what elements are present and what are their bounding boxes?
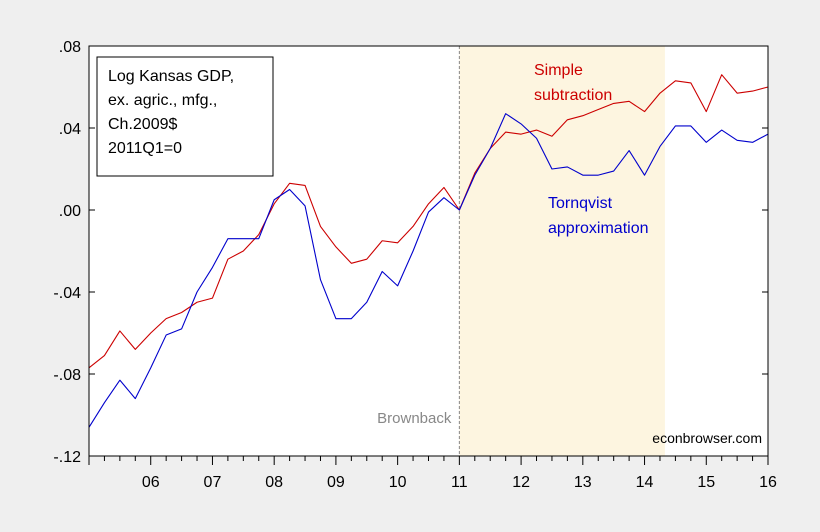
x-tick-label: 06 [142,474,160,491]
x-tick-label: 16 [759,474,777,491]
x-tick-label: 07 [204,474,222,491]
y-tick-label: .00 [59,203,81,220]
series-label-tornqvist-approximation: Tornqvist [548,195,613,212]
series-label-tornqvist-approximation: approximation [548,220,649,237]
x-tick-label: 13 [574,474,592,491]
x-tick-label: 15 [697,474,715,491]
legend-box-line: ex. agric., mfg., [108,92,217,109]
legend-box-line: 2011Q1=0 [108,140,182,157]
x-tick-label: 14 [636,474,654,491]
x-tick-label: 08 [265,474,283,491]
legend-box-line: Ch.2009$ [108,116,177,133]
shaded-period-layer [459,46,665,456]
x-axis: 06 07 08 09 10 11 12 13 14 15 16 [88,456,777,491]
y-tick-label: -.12 [53,449,81,466]
series-line-simple-subtraction [88,74,769,369]
series-label-simple-subtraction: subtraction [534,87,612,104]
series-line-tornqvist-approximation [88,113,769,428]
y-tick-label: -.08 [53,367,81,384]
y-axis: .08 .04 .00 -.04 -.08 -.12 [53,39,768,466]
watermark: econbrowser.com [652,430,762,446]
shaded-period [459,46,665,456]
annotation-layer: Log Kansas GDP, ex. agric., mfg., Ch.2009$… [96,56,762,446]
y-tick-label: .04 [59,121,81,138]
y-tick-label: .08 [59,39,81,56]
y-tick-label: -.04 [53,285,81,302]
x-tick-label: 10 [389,474,407,491]
series-layer [88,74,769,428]
event-label-brownback: Brownback [377,410,452,427]
x-tick-label: 09 [327,474,345,491]
legend-box-line: Log Kansas GDP, [108,68,234,85]
legend-box [96,56,274,177]
x-tick-label: 12 [512,474,530,491]
x-tick-label: 11 [451,474,468,491]
series-label-simple-subtraction: Simple [534,62,583,79]
